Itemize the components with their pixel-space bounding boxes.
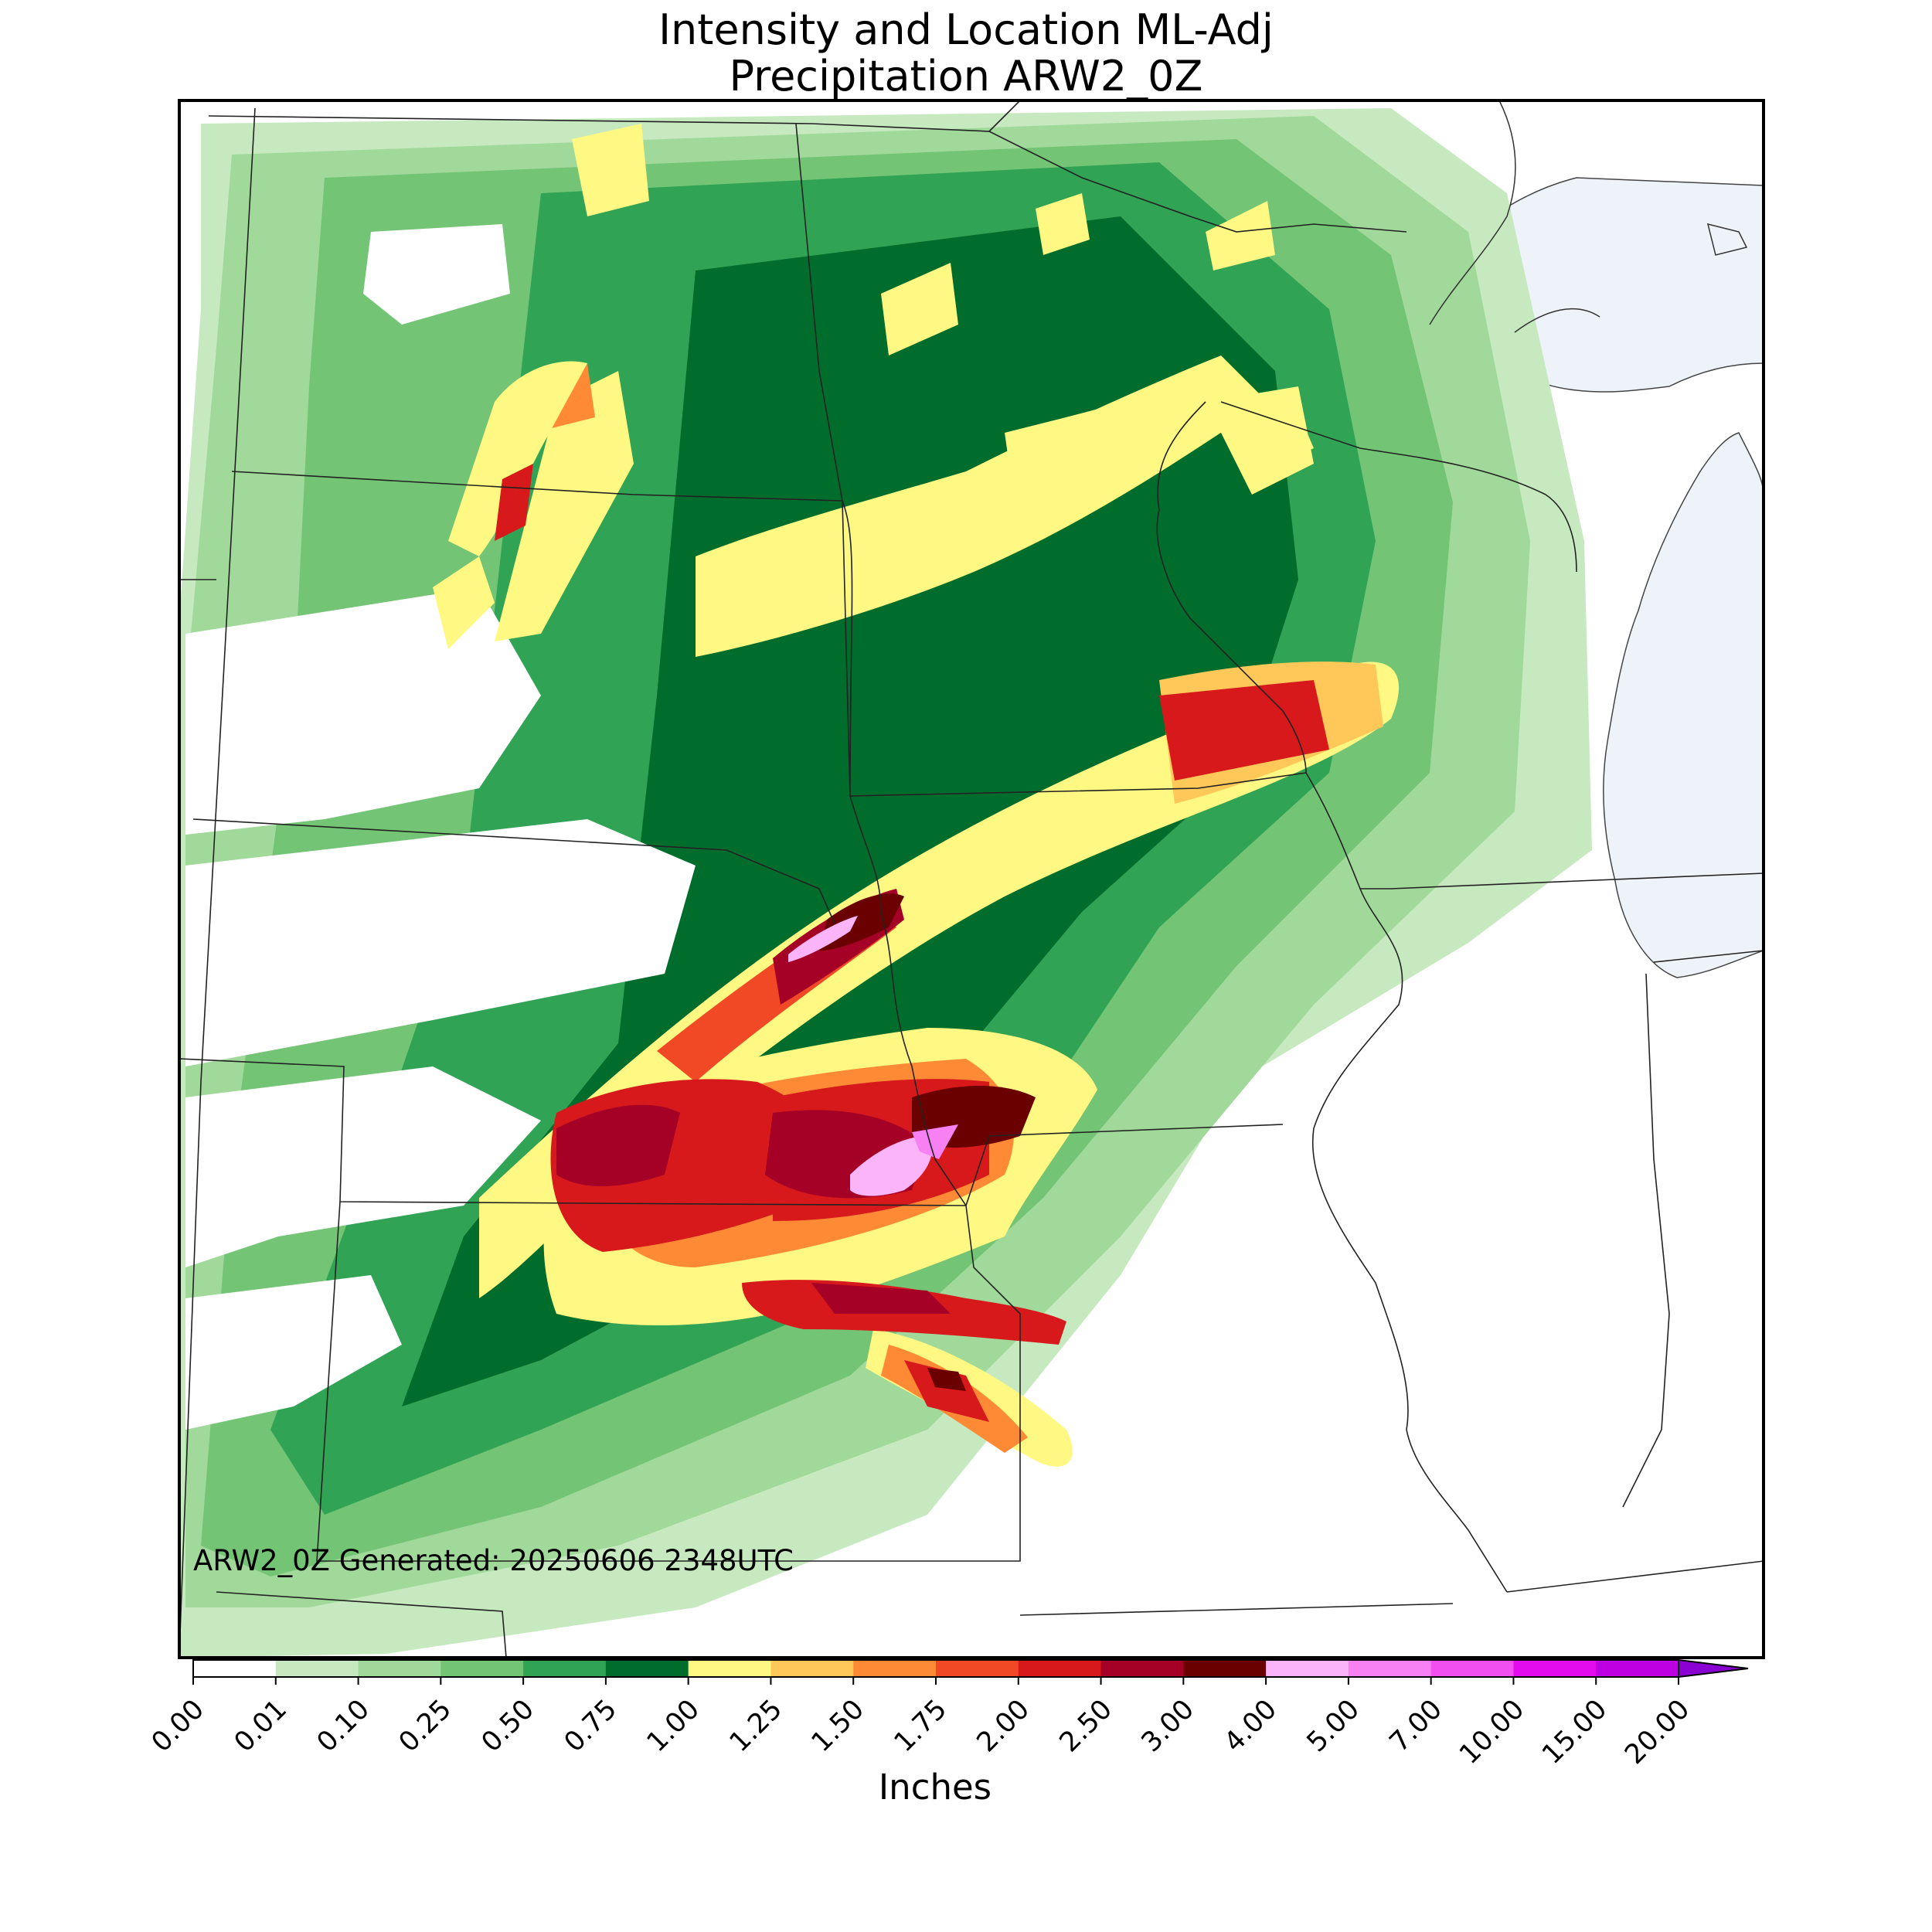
lake-michigan — [1603, 432, 1764, 978]
map-frame — [178, 99, 1765, 1659]
colorbar-segment — [440, 1660, 524, 1677]
colorbar-segment — [193, 1660, 277, 1677]
coastline — [1429, 100, 1748, 333]
colorbar-segment — [358, 1660, 441, 1677]
colorbar-segment — [1596, 1660, 1679, 1677]
generated-timestamp: ARW2_0Z Generated: 20250606 2348UTC — [193, 1544, 794, 1577]
colorbar-segment — [605, 1660, 689, 1677]
map-title-line-2: Precipitation ARW2_0Z — [729, 52, 1203, 100]
precip-field — [179, 108, 1592, 1658]
state-boundaries — [179, 100, 1764, 1658]
colorbar-segment — [1430, 1660, 1514, 1677]
colorbar-segment — [770, 1660, 854, 1677]
colorbar-segment — [275, 1660, 359, 1677]
colorbar-segment — [936, 1660, 1019, 1677]
colorbar-segment — [853, 1660, 937, 1677]
colorbar-segment — [1266, 1660, 1349, 1677]
colorbar-segment — [1513, 1660, 1597, 1677]
colorbar-segment — [1183, 1660, 1267, 1677]
colorbar-segment — [1018, 1660, 1102, 1677]
colorbar-segment — [1100, 1660, 1184, 1677]
colorbar-segment — [1348, 1660, 1432, 1677]
colorbar-extend-arrow — [1678, 1658, 1749, 1679]
colorbar-segment — [523, 1660, 607, 1677]
map-title-line-1: Intensity and Location ML-Adj — [658, 5, 1274, 54]
colorbar-segment — [688, 1660, 771, 1677]
colorbar-label: Inches — [878, 1767, 992, 1808]
